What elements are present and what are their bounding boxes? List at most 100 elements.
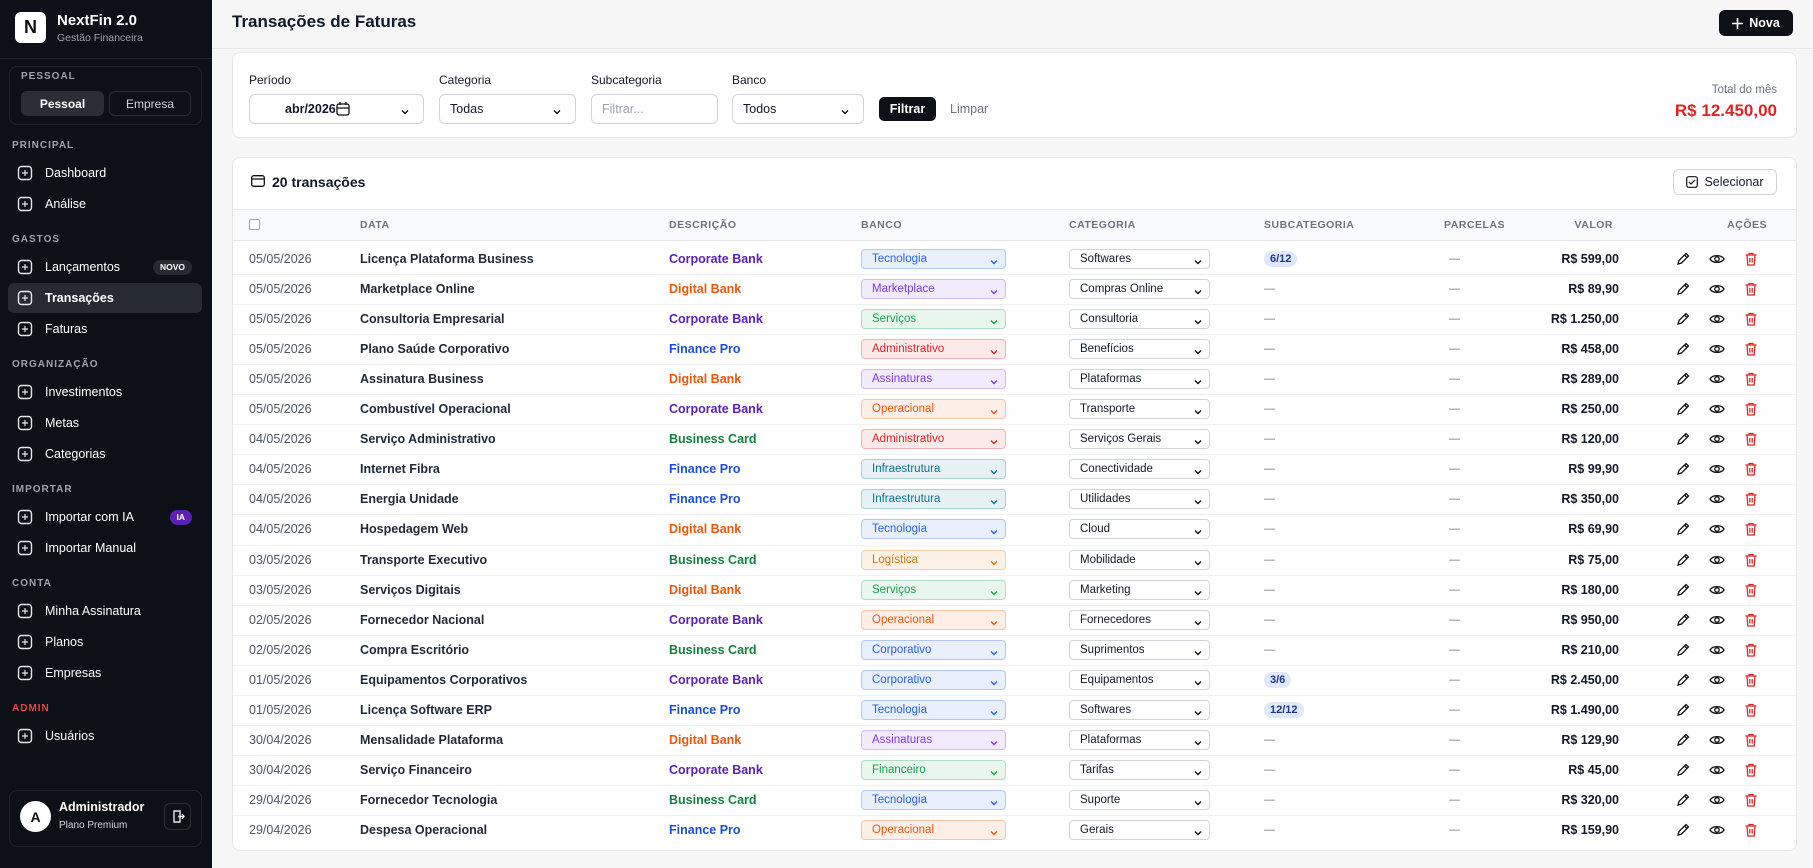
delete-button[interactable] — [1744, 462, 1758, 476]
category-select[interactable]: Serviços — [861, 309, 1006, 330]
delete-button[interactable] — [1744, 312, 1758, 326]
edit-button[interactable] — [1676, 643, 1690, 657]
account-option[interactable]: Pessoal — [21, 91, 104, 116]
nav-item[interactable]: Lançamentos NOVO — [8, 252, 202, 282]
category-select[interactable]: Logística — [861, 549, 1006, 570]
subcategory-select[interactable]: Consultoria — [1069, 309, 1210, 330]
nav-item[interactable]: Minha Assinatura — [8, 596, 202, 626]
category-select[interactable]: Infraestrutura — [861, 459, 1006, 480]
view-button[interactable] — [1709, 763, 1725, 777]
edit-button[interactable] — [1676, 733, 1690, 747]
clear-button[interactable]: Limpar — [950, 102, 989, 116]
delete-button[interactable] — [1744, 583, 1758, 597]
edit-button[interactable] — [1676, 462, 1690, 476]
nav-item[interactable]: Empresas — [8, 658, 202, 688]
nav-item[interactable]: Metas — [8, 408, 202, 438]
category-select[interactable]: Corporativo — [861, 639, 1006, 660]
delete-button[interactable] — [1744, 522, 1758, 537]
subcategory-select[interactable]: Suprimentos — [1069, 639, 1210, 660]
category-select[interactable]: Operacional — [861, 609, 1006, 630]
view-button[interactable] — [1709, 312, 1725, 326]
category-select[interactable]: Administrativo — [861, 429, 1006, 450]
bank-select[interactable]: Todos — [732, 94, 864, 124]
delete-button[interactable] — [1744, 703, 1758, 717]
edit-button[interactable] — [1676, 342, 1690, 356]
edit-button[interactable] — [1676, 402, 1690, 416]
category-select[interactable]: Tecnologia — [861, 789, 1006, 810]
view-button[interactable] — [1709, 823, 1725, 837]
subcategory-select[interactable]: Tarifas — [1069, 759, 1210, 780]
delete-button[interactable] — [1744, 553, 1758, 567]
view-button[interactable] — [1709, 372, 1725, 386]
delete-button[interactable] — [1744, 402, 1758, 416]
edit-button[interactable] — [1676, 583, 1690, 597]
delete-button[interactable] — [1744, 492, 1758, 507]
edit-button[interactable] — [1676, 703, 1690, 717]
edit-button[interactable] — [1676, 492, 1690, 506]
subcategory-select[interactable]: Plataformas — [1069, 729, 1210, 750]
nav-item[interactable]: Categorias — [8, 439, 202, 469]
delete-button[interactable] — [1744, 342, 1758, 356]
edit-button[interactable] — [1676, 372, 1690, 386]
category-select[interactable]: Infraestrutura — [861, 489, 1006, 510]
view-button[interactable] — [1709, 342, 1725, 356]
subcategory-select[interactable]: Suporte — [1069, 789, 1210, 810]
edit-button[interactable] — [1676, 763, 1690, 777]
view-button[interactable] — [1709, 282, 1725, 296]
subcategory-select[interactable]: Utilidades — [1069, 489, 1210, 510]
category-select[interactable]: Marketplace — [861, 279, 1006, 300]
nav-item[interactable]: Transações — [8, 283, 202, 313]
edit-button[interactable] — [1676, 282, 1690, 296]
view-button[interactable] — [1709, 733, 1725, 747]
subcategory-select[interactable]: Transporte — [1069, 399, 1210, 420]
delete-button[interactable] — [1744, 763, 1758, 777]
subcategory-select[interactable]: Marketing — [1069, 579, 1210, 600]
filter-button[interactable]: Filtrar — [879, 97, 936, 121]
edit-button[interactable] — [1676, 613, 1690, 627]
delete-button[interactable] — [1744, 282, 1758, 296]
nav-item[interactable]: Importar com IA IA — [8, 502, 202, 532]
delete-button[interactable] — [1744, 432, 1758, 446]
subcategory-select[interactable]: Conectividade — [1069, 459, 1210, 480]
nav-item[interactable]: Importar Manual — [8, 533, 202, 563]
view-button[interactable] — [1709, 553, 1725, 567]
view-button[interactable] — [1709, 673, 1725, 687]
category-select[interactable]: Financeiro — [861, 759, 1006, 780]
delete-button[interactable] — [1744, 733, 1758, 747]
select-button[interactable]: Selecionar — [1673, 169, 1777, 195]
nav-item[interactable]: Análise — [8, 189, 202, 219]
edit-button[interactable] — [1676, 312, 1690, 326]
subcategory-select[interactable]: Mobilidade — [1069, 549, 1210, 570]
category-select[interactable]: Tecnologia — [861, 519, 1006, 540]
nav-item[interactable]: Faturas — [8, 314, 202, 344]
view-button[interactable] — [1709, 583, 1725, 597]
edit-button[interactable] — [1676, 553, 1690, 567]
edit-button[interactable] — [1676, 793, 1690, 807]
category-select[interactable]: Corporativo — [861, 669, 1006, 690]
period-select[interactable]: abr/2026 — [249, 94, 424, 124]
select-all-checkbox[interactable] — [249, 219, 260, 230]
nav-item[interactable]: Dashboard — [8, 158, 202, 188]
subcategory-select[interactable]: Plataformas — [1069, 369, 1210, 390]
edit-button[interactable] — [1676, 432, 1690, 446]
view-button[interactable] — [1709, 252, 1725, 266]
category-select[interactable]: Serviços — [861, 579, 1006, 600]
nav-item[interactable]: Usuários — [8, 721, 202, 751]
new-button[interactable]: Nova — [1719, 10, 1793, 36]
logout-button[interactable] — [164, 803, 191, 830]
delete-button[interactable] — [1744, 613, 1758, 627]
delete-button[interactable] — [1744, 372, 1758, 386]
category-select[interactable]: Tecnologia — [861, 249, 1006, 269]
category-select[interactable]: Tecnologia — [861, 699, 1006, 720]
category-select[interactable]: Operacional — [861, 819, 1006, 840]
subcategory-select[interactable]: Gerais — [1069, 819, 1210, 840]
delete-button[interactable] — [1744, 673, 1758, 687]
view-button[interactable] — [1709, 492, 1725, 506]
category-select[interactable]: Operacional — [861, 399, 1006, 420]
category-select[interactable]: Administrativo — [861, 339, 1006, 360]
subcategory-select[interactable]: Softwares — [1069, 699, 1210, 720]
view-button[interactable] — [1709, 522, 1725, 536]
subcategory-select[interactable]: Benefícios — [1069, 339, 1210, 360]
delete-button[interactable] — [1744, 823, 1758, 837]
account-option[interactable]: Empresa — [109, 91, 191, 116]
